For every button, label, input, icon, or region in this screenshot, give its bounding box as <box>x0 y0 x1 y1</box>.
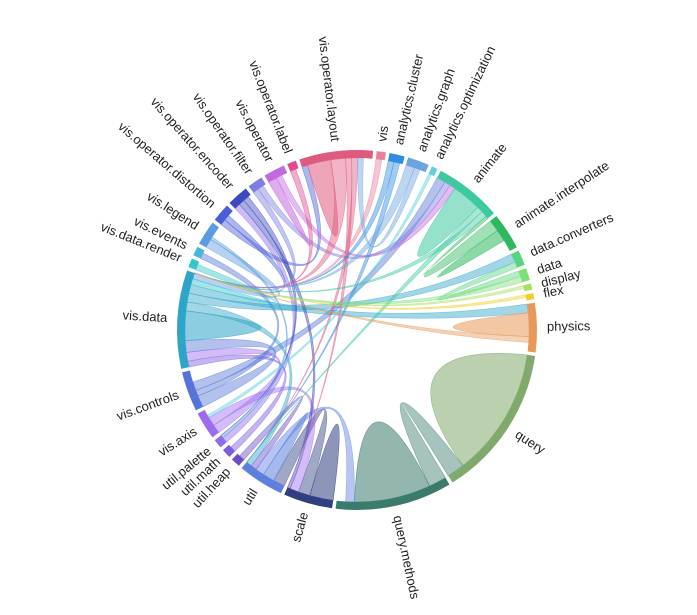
group-arc-flex[interactable] <box>525 293 535 301</box>
group-arc-vis-events[interactable] <box>193 246 205 259</box>
group-arc-analytics-optimization[interactable] <box>428 166 438 177</box>
group-arc-vis[interactable] <box>375 151 386 161</box>
group-label-physics: physics <box>547 318 591 334</box>
group-arc-vis-data[interactable] <box>176 270 195 369</box>
group-label-flex: flex <box>542 282 565 301</box>
group-label-scale: scale <box>288 510 311 543</box>
group-arc-vis-operator-layout[interactable] <box>299 149 374 168</box>
group-label-vis-operator-layout: vis.operator.layout <box>316 36 343 143</box>
chord-ribbon-query.methods-query.methods[interactable] <box>354 421 430 503</box>
group-arc-util-math[interactable] <box>222 444 236 457</box>
group-arc-util-heap[interactable] <box>231 453 245 466</box>
chord-ribbon-scale-scale[interactable] <box>309 423 340 501</box>
group-label-vis: vis <box>374 124 391 142</box>
chord-arcs <box>176 149 538 511</box>
group-arc-animate[interactable] <box>437 170 495 219</box>
group-arc-query[interactable] <box>448 354 536 483</box>
chord-ribbon-physics-vis.data[interactable] <box>194 272 530 343</box>
group-arc-vis-operator-encoder[interactable] <box>229 188 251 209</box>
group-arc-vis-data-render[interactable] <box>188 258 200 270</box>
group-arc-data[interactable] <box>518 268 530 283</box>
group-arc-vis-legend[interactable] <box>199 222 219 248</box>
group-arc-analytics-cluster[interactable] <box>388 152 405 165</box>
group-label-query: query <box>513 427 549 458</box>
group-arc-vis-operator[interactable] <box>264 165 288 183</box>
group-arc-display[interactable] <box>523 283 533 292</box>
group-label-animate: animate <box>469 140 510 185</box>
group-arc-vis-controls[interactable] <box>182 370 204 411</box>
chord-ribbon-animate.interpolate-animate.interpolate[interactable] <box>437 230 505 278</box>
group-arc-analytics-graph[interactable] <box>405 157 429 173</box>
chord-ribbon-query-query[interactable] <box>430 353 528 466</box>
group-arc-data-converters[interactable] <box>511 250 525 268</box>
chord-ribbons <box>184 157 530 503</box>
group-arc-vis-operator-filter[interactable] <box>248 177 266 193</box>
chord-ribbon-vis.operator.encoder-scale[interactable] <box>238 200 316 489</box>
chord-ribbon-physics-physics[interactable] <box>453 312 530 337</box>
chord-ribbon-vis.operator.layout-vis.operator.layout[interactable] <box>307 159 339 237</box>
group-label-util: util <box>239 486 261 508</box>
group-arc-vis-operator-label[interactable] <box>287 160 299 172</box>
group-arc-vis-axis[interactable] <box>197 409 219 438</box>
group-arc-query-methods[interactable] <box>335 477 450 511</box>
chord-ribbon-animate-animate[interactable] <box>417 188 479 257</box>
group-arc-vis-operator-distortion[interactable] <box>214 205 233 225</box>
group-arc-util[interactable] <box>241 461 285 494</box>
group-arc-util-palette[interactable] <box>214 435 227 448</box>
group-arc-scale[interactable] <box>284 487 334 509</box>
group-label-query-methods: query.methods <box>390 514 423 601</box>
group-arc-physics[interactable] <box>527 302 538 353</box>
group-label-data-converters: data.converters <box>527 209 616 259</box>
group-arc-animate-interpolate[interactable] <box>490 216 517 251</box>
chord-ribbon-vis.data-vis.data[interactable] <box>184 310 262 341</box>
group-label-vis-controls: vis.controls <box>115 387 182 424</box>
chord-ribbon-animate-util[interactable] <box>246 207 483 463</box>
group-label-vis-data: vis.data <box>122 307 168 325</box>
chord-ribbon-analytics.optimization-vis.axis[interactable] <box>207 173 432 419</box>
